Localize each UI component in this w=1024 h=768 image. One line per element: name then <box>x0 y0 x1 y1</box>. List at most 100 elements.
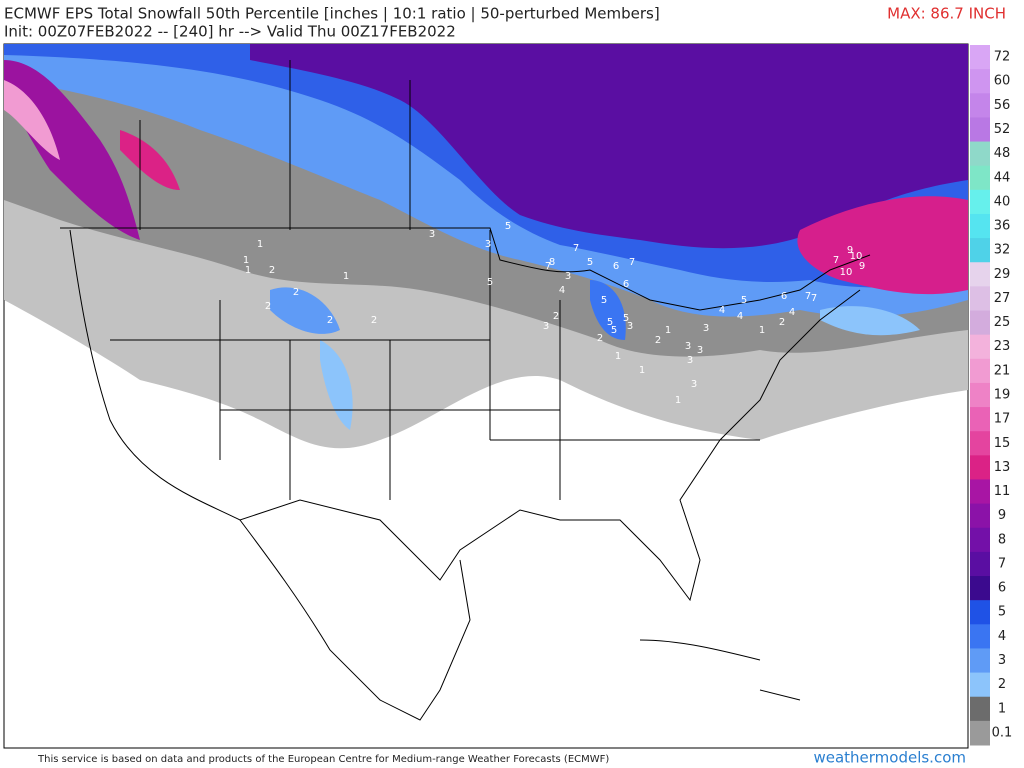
snow-amount-label: 4 <box>559 285 565 296</box>
colorbar-swatch <box>970 93 990 118</box>
colorbar-label: 19 <box>994 388 1011 403</box>
snow-amount-label: 5 <box>607 317 613 328</box>
colorbar-swatch <box>970 503 990 529</box>
snow-amount-label: 5 <box>601 295 607 306</box>
snow-amount-label: 2 <box>779 317 785 328</box>
colorbar-label: 13 <box>994 460 1011 475</box>
colorbar-swatch <box>970 696 990 722</box>
snow-amount-label: 8 <box>549 257 555 268</box>
colorbar-label: 36 <box>994 219 1011 234</box>
colorbar-swatch <box>970 262 990 287</box>
colorbar-label: 7 <box>998 556 1006 571</box>
snow-amount-label: 9 <box>847 245 853 256</box>
snow-amount-label: 3 <box>543 321 549 332</box>
colorbar-label: 4 <box>998 629 1006 644</box>
snow-amount-label: 1 <box>245 265 251 276</box>
colorbar-label: 2 <box>998 677 1006 692</box>
colorbar-label: 5 <box>998 605 1006 620</box>
borders <box>60 60 871 721</box>
colorbar-swatch <box>970 551 990 577</box>
snow-amount-label: 1 <box>615 351 621 362</box>
snow-amount-label: 7 <box>833 255 839 266</box>
snow-amount-label: 7 <box>573 243 579 254</box>
footer-notice: This service is based on data and produc… <box>37 754 609 765</box>
snow-amount-label: 6 <box>623 279 629 290</box>
colorbar-label: 27 <box>994 291 1011 306</box>
snow-amount-label: 3 <box>697 345 703 356</box>
snow-amount-label: 1 <box>639 365 645 376</box>
colorbar-label: 3 <box>998 653 1006 668</box>
snow-amount-label: 3 <box>703 323 709 334</box>
colorbar-swatch <box>970 455 990 480</box>
colorbar-label: 52 <box>994 122 1011 137</box>
snow-amount-label: 5 <box>587 257 593 268</box>
subtitle: Init: 00Z07FEB2022 -- [240] hr --> Valid… <box>4 23 456 41</box>
title: ECMWF EPS Total Snowfall 50th Percentile… <box>4 5 660 23</box>
snow-amount-label: 3 <box>565 271 571 282</box>
snow-amount-label: 10 <box>840 267 853 278</box>
snow-amount-label: 3 <box>685 341 691 352</box>
snow-amount-label: 6 <box>781 291 787 302</box>
colorbar-label: 29 <box>994 267 1011 282</box>
colorbar-swatch <box>970 672 990 698</box>
snow-shading <box>4 44 968 449</box>
snow-amount-label: 2 <box>327 315 333 326</box>
snow-amount-label: 2 <box>293 287 299 298</box>
colorbar-swatch <box>970 69 990 94</box>
snow-amount-label: 1 <box>343 271 349 282</box>
snow-amount-label: 7 <box>629 257 635 268</box>
snow-amount-label: 1 <box>665 325 671 336</box>
colorbar-label: 48 <box>994 146 1011 161</box>
colorbar-label: 17 <box>994 412 1011 427</box>
colorbar: 7260565248444036322927252321191715131198… <box>970 45 1012 746</box>
colorbar-label: 56 <box>994 98 1011 113</box>
snow-amount-label: 7 <box>545 261 551 272</box>
snow-amount-label: 2 <box>597 333 603 344</box>
colorbar-swatch <box>970 431 990 456</box>
colorbar-swatch <box>970 165 990 191</box>
snow-amount-label: 1 <box>759 325 765 336</box>
snow-amount-label: 9 <box>859 261 865 272</box>
colorbar-label: 44 <box>994 170 1011 185</box>
snow-amount-label: 5 <box>741 295 747 306</box>
snow-amount-label: 4 <box>789 307 795 318</box>
snow-amount-label: 2 <box>371 315 377 326</box>
colorbar-swatch <box>970 189 990 215</box>
colorbar-swatch <box>970 720 990 746</box>
colorbar-swatch <box>970 334 990 360</box>
colorbar-swatch <box>970 141 990 167</box>
colorbar-swatch <box>970 117 990 143</box>
colorbar-label: 32 <box>994 243 1011 258</box>
snow-amount-label: 3 <box>691 379 697 390</box>
snow-amount-label: 2 <box>265 301 271 312</box>
colorbar-swatch <box>970 407 990 432</box>
snow-amount-label: 5 <box>487 277 493 288</box>
colorbar-label: 8 <box>998 532 1006 547</box>
snow-amount-label: 1 <box>243 255 249 266</box>
colorbar-label: 11 <box>994 484 1011 499</box>
snow-amount-label: 4 <box>737 311 743 322</box>
colorbar-swatch <box>970 213 990 239</box>
colorbar-label: 25 <box>994 315 1011 330</box>
colorbar-swatch <box>970 286 990 312</box>
snow-amount-label: 4 <box>719 305 725 316</box>
colorbar-swatch <box>970 624 990 649</box>
snow-amount-label: 5 <box>505 221 511 232</box>
snow-amount-label: 6 <box>613 261 619 272</box>
snow-amount-label: 7 <box>811 293 817 304</box>
colorbar-label: 15 <box>994 436 1011 451</box>
snow-amount-label: 3 <box>627 321 633 332</box>
snow-amount-label: 3 <box>429 229 435 240</box>
colorbar-swatch <box>970 648 990 674</box>
colorbar-label: 21 <box>994 363 1011 378</box>
colorbar-swatch <box>970 238 990 263</box>
colorbar-label: 9 <box>998 508 1006 523</box>
colorbar-swatch <box>970 358 990 384</box>
snow-amount-label: 1 <box>675 395 681 406</box>
colorbar-label: 40 <box>994 194 1011 209</box>
colorbar-label: 6 <box>998 581 1006 596</box>
snow-amount-label: 7 <box>805 291 811 302</box>
colorbar-swatch <box>970 310 990 336</box>
